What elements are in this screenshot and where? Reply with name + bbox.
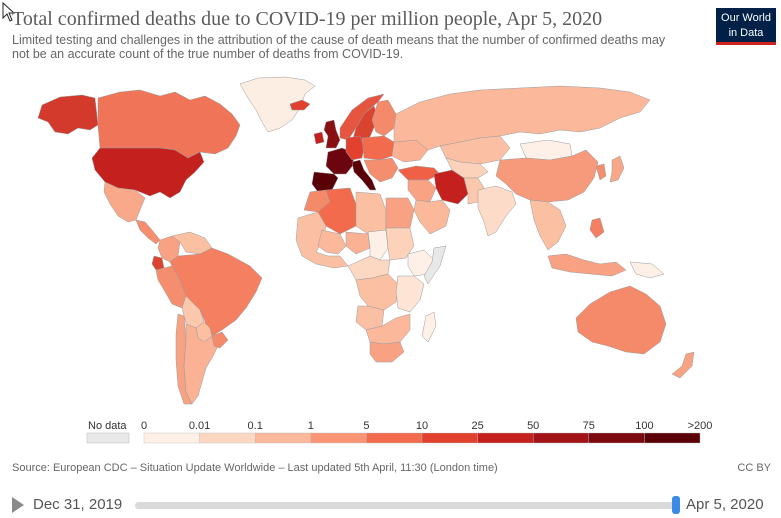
legend-bin[interactable]	[254, 432, 311, 444]
legend-bin[interactable]	[366, 432, 423, 444]
legend-bin[interactable]	[310, 432, 367, 444]
region-russia[interactable]	[393, 85, 651, 151]
region-germany[interactable]	[345, 135, 365, 161]
region-china[interactable]	[495, 149, 599, 203]
region-ecuador[interactable]	[151, 255, 165, 271]
region-mongolia[interactable]	[519, 139, 573, 161]
region-saudi-arabia[interactable]	[413, 199, 451, 235]
legend-no-data-swatch	[86, 432, 130, 444]
our-world-in-data-logo[interactable]: Our World in Data	[716, 8, 776, 45]
legend-tick-label: 0.01	[188, 420, 211, 432]
legend-tick-label: 50	[527, 420, 540, 432]
legend-bin[interactable]	[644, 432, 701, 444]
legend-tick-label: >200	[687, 420, 713, 432]
chart-subtitle: Limited testing and challenges in the at…	[12, 33, 666, 61]
region-finland[interactable]	[371, 99, 397, 137]
timeline-end-date[interactable]: Apr 5, 2020	[686, 496, 764, 513]
region-egypt[interactable]	[385, 197, 415, 229]
mouse-cursor-icon	[2, 2, 16, 22]
region-japan[interactable]	[609, 155, 625, 183]
region-indonesia[interactable]	[547, 253, 627, 277]
region-papua-new-guinea[interactable]	[629, 261, 665, 279]
region-uruguay[interactable]	[211, 331, 229, 349]
region-sudan[interactable]	[385, 227, 415, 261]
color-legend: No data	[0, 418, 781, 448]
region-philippines[interactable]	[589, 217, 605, 239]
timeline-track-fill	[135, 502, 675, 509]
region-spain[interactable]	[311, 171, 339, 193]
legend-tick-label: 25	[471, 420, 484, 432]
play-button[interactable]	[12, 497, 24, 513]
region-turkey[interactable]	[397, 165, 441, 181]
region-italy[interactable]	[351, 159, 377, 191]
region-central-europe[interactable]	[361, 135, 395, 161]
world-map	[37, 76, 695, 405]
region-mali[interactable]	[317, 229, 347, 255]
legend-no-data-label: No data	[88, 420, 127, 432]
legend-tick-label: 75	[582, 420, 595, 432]
region-korea[interactable]	[595, 163, 607, 181]
legend-bin[interactable]	[533, 432, 590, 444]
region-united-kingdom[interactable]	[323, 119, 341, 149]
region-dr-congo[interactable]	[355, 273, 399, 311]
region-south-africa[interactable]	[369, 341, 405, 363]
region-chad[interactable]	[367, 229, 389, 261]
legend-bin[interactable]	[588, 432, 645, 444]
logo-line-1: Our World	[721, 12, 771, 24]
legend-bin[interactable]	[421, 432, 478, 444]
region-brazil[interactable]	[169, 247, 263, 337]
legend-tick-label: 10	[415, 420, 429, 432]
chart-title: Total confirmed deaths due to COVID-19 p…	[12, 8, 603, 30]
region-france[interactable]	[325, 147, 355, 175]
region-argentina[interactable]	[183, 323, 219, 405]
region-somalia[interactable]	[423, 245, 447, 285]
region-india[interactable]	[477, 185, 517, 237]
logo-line-2: in Data	[728, 27, 764, 39]
legend-bin[interactable]	[199, 432, 256, 444]
region-middle-east[interactable]	[407, 179, 437, 203]
region-east-africa[interactable]	[395, 275, 425, 313]
source-note: Source: European CDC – Situation Update …	[12, 462, 498, 474]
legend-tick-label: 5	[363, 420, 370, 432]
region-greenland[interactable]	[239, 76, 316, 133]
region-ireland[interactable]	[313, 131, 325, 145]
timeline-track[interactable]	[135, 502, 675, 509]
legend-tick-label: 100	[635, 420, 654, 432]
region-alaska[interactable]	[37, 94, 99, 135]
legend-bin[interactable]	[477, 432, 534, 444]
legend-scale	[86, 432, 701, 444]
timeline-handle[interactable]	[672, 496, 680, 514]
region-new-zealand[interactable]	[671, 351, 695, 379]
legend-tick-label: 0	[140, 420, 148, 432]
legend-tick-label: 1	[307, 420, 314, 432]
region-australia[interactable]	[575, 285, 667, 355]
region-libya[interactable]	[355, 191, 387, 235]
license-link[interactable]: CC BY	[737, 462, 771, 474]
timeline-start-date[interactable]: Dec 31, 2019	[33, 496, 123, 513]
region-niger[interactable]	[345, 231, 371, 255]
region-central-asia[interactable]	[445, 157, 489, 179]
region-central-america[interactable]	[135, 219, 161, 245]
legend-bin[interactable]	[143, 432, 200, 444]
region-balkans[interactable]	[363, 157, 399, 183]
region-madagascar[interactable]	[421, 311, 437, 343]
region-southeast-asia[interactable]	[529, 199, 567, 251]
region-iceland[interactable]	[289, 99, 311, 111]
legend-tick-label: 0.1	[247, 420, 263, 432]
